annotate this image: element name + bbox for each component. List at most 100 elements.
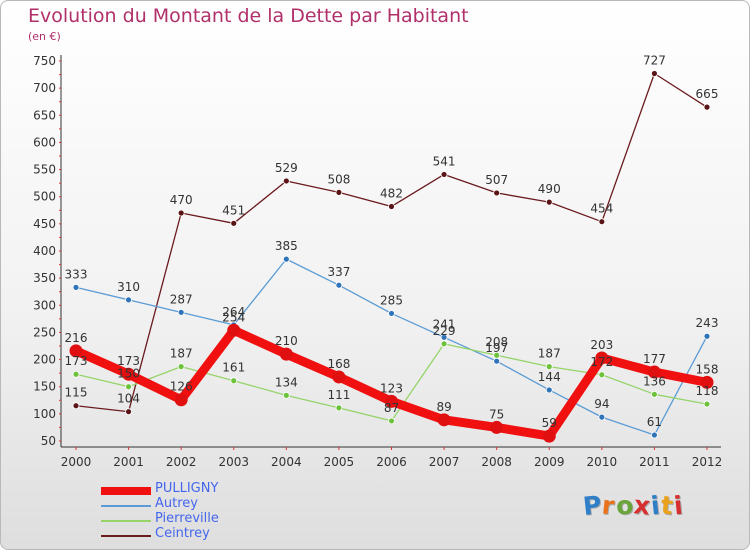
data-label-pulligny: 158 [696, 362, 719, 376]
data-point-pulligny [595, 351, 609, 365]
data-point-ceintrey [282, 177, 290, 185]
data-label-ceintrey: 482 [380, 186, 403, 200]
data-label-pulligny: 216 [65, 331, 88, 345]
data-point-pulligny [700, 375, 714, 389]
data-point-ceintrey [230, 219, 238, 227]
x-tick-label: 2008 [481, 455, 512, 469]
data-point-pierreville [598, 371, 606, 379]
data-label-pierreville: 172 [590, 355, 613, 369]
data-label-ceintrey: 508 [327, 172, 350, 186]
data-point-pierreville [335, 404, 343, 412]
data-label-pierreville: 150 [117, 367, 140, 381]
data-label-ceintrey: 490 [538, 182, 561, 196]
data-point-ceintrey [493, 189, 501, 197]
data-label-pulligny: 123 [380, 381, 403, 395]
chart-title: Evolution du Montant de la Dette par Hab… [28, 5, 469, 27]
data-label-autrey: 385 [275, 239, 298, 253]
data-point-pulligny [122, 367, 136, 381]
legend-label: Pierreville [155, 511, 219, 526]
x-tick-label: 2005 [324, 455, 355, 469]
data-point-ceintrey [651, 70, 658, 77]
legend-swatch [101, 520, 151, 522]
legend-swatch [101, 487, 151, 495]
data-point-ceintrey [440, 171, 448, 178]
y-tick-label: 700 [33, 81, 56, 95]
data-point-autrey [388, 310, 395, 317]
data-point-autrey [125, 296, 132, 304]
y-tick-label: 450 [33, 217, 56, 231]
data-label-autrey: 264 [222, 305, 245, 319]
y-tick-label: 750 [33, 54, 56, 68]
data-label-autrey: 337 [327, 265, 350, 279]
data-label-autrey: 197 [485, 341, 508, 355]
data-point-ceintrey [545, 198, 553, 206]
data-label-pierreville: 173 [65, 354, 88, 368]
data-point-pierreville [703, 400, 711, 408]
data-point-ceintrey [125, 408, 132, 416]
data-label-autrey: 287 [170, 292, 193, 306]
data-point-ceintrey [72, 402, 80, 410]
data-point-autrey [335, 281, 343, 289]
data-point-pierreville [282, 391, 290, 399]
data-label-ceintrey: 104 [117, 392, 140, 406]
y-tick-label: 600 [33, 135, 56, 149]
data-point-pulligny [69, 344, 83, 358]
x-tick-label: 2006 [376, 455, 407, 469]
data-point-pulligny [174, 393, 188, 407]
x-tick-label: 2003 [218, 455, 249, 469]
x-tick-label: 2011 [639, 455, 670, 469]
unit-label: (en €) [28, 30, 61, 43]
data-label-ceintrey: 115 [65, 386, 88, 400]
data-point-pulligny [437, 413, 451, 427]
legend-swatch [101, 505, 151, 507]
legend-label: Autrey [155, 496, 198, 511]
data-point-autrey [651, 431, 658, 439]
logo-letter: i [672, 490, 685, 521]
data-point-pierreville [230, 377, 238, 385]
data-label-autrey: 61 [647, 415, 662, 429]
y-tick-label: 50 [41, 434, 56, 448]
data-label-pulligny: 203 [590, 338, 613, 352]
data-label-pulligny: 75 [489, 407, 504, 421]
data-label-pulligny: 89 [436, 400, 451, 414]
data-label-pierreville: 111 [327, 388, 350, 402]
data-point-ceintrey [703, 103, 711, 111]
data-point-autrey [282, 255, 290, 263]
data-label-ceintrey: 470 [170, 193, 193, 207]
data-point-pierreville [493, 351, 501, 359]
data-point-autrey [598, 413, 606, 421]
data-label-pierreville: 208 [485, 335, 508, 349]
x-tick-label: 2002 [166, 455, 197, 469]
data-point-ceintrey [335, 188, 343, 196]
data-label-pulligny: 126 [170, 380, 193, 394]
data-label-pierreville: 87 [384, 401, 399, 415]
data-point-pierreville [440, 340, 448, 348]
y-tick-label: 350 [33, 271, 56, 285]
data-label-ceintrey: 454 [590, 202, 613, 216]
data-point-autrey [545, 386, 553, 394]
y-tick-label: 150 [33, 380, 56, 394]
legend-swatch [101, 535, 151, 537]
y-tick-label: 250 [33, 325, 56, 339]
legend-label: Ceintrey [155, 526, 210, 541]
y-tick-label: 400 [33, 244, 56, 258]
data-point-ceintrey [177, 209, 185, 217]
y-tick-label: 650 [33, 108, 56, 122]
data-label-autrey: 241 [433, 317, 456, 331]
x-tick-label: 2001 [113, 455, 144, 469]
y-tick-label: 300 [33, 298, 56, 312]
y-tick-label: 100 [33, 407, 56, 421]
data-label-autrey: 144 [538, 370, 561, 384]
data-label-pierreville: 187 [538, 347, 561, 361]
data-label-autrey: 310 [117, 280, 140, 294]
legend-label: PULLIGNY [155, 481, 219, 496]
x-tick-label: 2004 [271, 455, 302, 469]
y-tick-label: 550 [33, 163, 56, 177]
data-point-pulligny [490, 420, 504, 434]
proxiti-logo: Proxiti [582, 490, 685, 521]
x-tick-label: 2009 [534, 455, 565, 469]
data-label-pulligny: 59 [542, 416, 557, 430]
data-point-pulligny [227, 323, 241, 337]
